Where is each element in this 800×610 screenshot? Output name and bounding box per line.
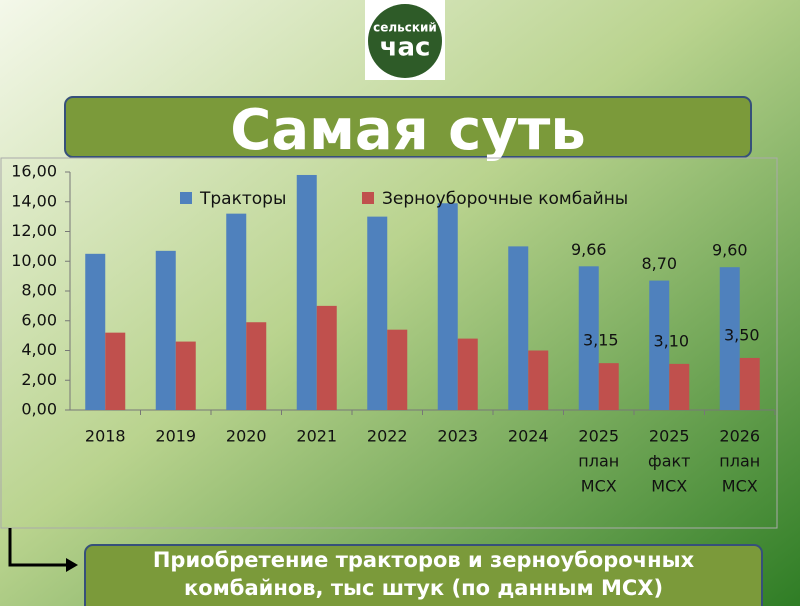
x-tick-label: 2024 <box>508 427 549 446</box>
x-tick-label: 2025 <box>649 427 690 446</box>
x-tick-label: 2025 <box>578 427 619 446</box>
chart-frame <box>0 157 778 529</box>
arrow-head <box>66 558 78 572</box>
legend-label: Тракторы <box>199 189 286 209</box>
y-tick-label: 10,00 <box>11 251 57 270</box>
bar <box>578 266 599 410</box>
x-tick-label: МСХ <box>722 477 758 496</box>
bar <box>155 250 176 410</box>
x-tick-label: 2018 <box>85 427 126 446</box>
bar <box>528 350 549 410</box>
x-tick-label: 2022 <box>367 427 408 446</box>
x-tick-label: план <box>578 452 619 471</box>
value-label: 8,70 <box>641 254 677 273</box>
y-tick-label: 6,00 <box>21 310 57 329</box>
title: Самая суть <box>230 98 585 163</box>
y-tick-label: 12,00 <box>11 221 57 240</box>
y-tick-label: 0,00 <box>21 400 57 419</box>
bar <box>598 363 619 410</box>
y-tick-label: 4,00 <box>21 340 57 359</box>
bar <box>296 174 317 410</box>
footer-wrap: Приобретение тракторов и зерноуборочных … <box>152 548 695 600</box>
value-label: 3,10 <box>653 331 689 350</box>
bar <box>387 329 408 410</box>
bar <box>457 338 478 410</box>
chart: 0,00 2,00 4,00 6,00 8,00 10,00 12,00 14,00 16,00… <box>11 162 776 496</box>
arrow <box>8 528 72 567</box>
y-tick-label: 8,00 <box>21 281 57 300</box>
bar <box>175 341 196 410</box>
value-label: 3,50 <box>724 325 760 344</box>
x-tick-label: 2021 <box>296 427 337 446</box>
x-tick-label: 2019 <box>155 427 196 446</box>
x-tick-label: 2020 <box>226 427 267 446</box>
x-tick-label: МСХ <box>651 477 687 496</box>
legend-swatch <box>180 192 192 204</box>
bar <box>508 246 529 410</box>
bar <box>739 357 760 410</box>
bar <box>367 216 388 410</box>
bar <box>316 305 337 410</box>
bar <box>105 332 126 410</box>
logo-bottom: час <box>380 33 431 63</box>
bar <box>719 267 740 410</box>
title-banner <box>64 96 752 158</box>
bar <box>649 280 670 410</box>
logo-circle <box>368 4 442 78</box>
legend-label: Зерноуборочные комбайны <box>382 189 628 209</box>
x-tick-label: факт <box>648 452 690 471</box>
footer-caption: Приобретение тракторов и зерноуборочных … <box>152 548 695 600</box>
x-tick-label: 2026 <box>719 427 760 446</box>
value-label: 9,66 <box>571 240 607 259</box>
y-tick-label: 16,00 <box>11 162 57 181</box>
x-tick-label: план <box>719 452 760 471</box>
value-label: 3,15 <box>583 331 619 350</box>
bar <box>226 213 247 410</box>
bar <box>246 322 267 410</box>
legend-swatch <box>362 192 374 204</box>
bar <box>437 203 458 410</box>
x-tick-label: 2023 <box>437 427 478 446</box>
logo-top: сельский <box>373 21 437 35</box>
y-tick-label: 2,00 <box>21 370 57 389</box>
y-tick-label: 14,00 <box>11 191 57 210</box>
bar <box>669 363 690 410</box>
x-tick-label: МСХ <box>581 477 617 496</box>
footer-banner <box>84 544 763 610</box>
bar <box>85 253 106 410</box>
value-label: 9,60 <box>712 241 748 260</box>
